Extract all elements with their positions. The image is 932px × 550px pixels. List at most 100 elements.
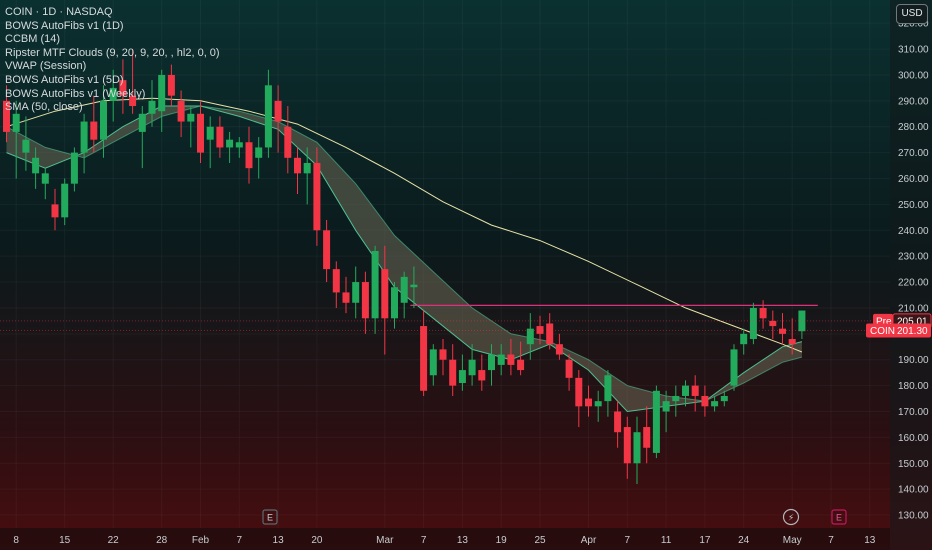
candle-body[interactable]	[158, 74, 166, 112]
candle-body[interactable]	[526, 328, 534, 345]
candle-body[interactable]	[488, 354, 495, 371]
candle-body[interactable]	[371, 250, 379, 319]
candle-body[interactable]	[284, 126, 292, 158]
event-markers[interactable]: E ⚡ E	[262, 508, 847, 526]
legend-ripster-clouds[interactable]: Ripster MTF Clouds (9, 20, 9, 20, , hl2,…	[5, 46, 220, 59]
candle-body[interactable]	[594, 401, 602, 407]
legend-symbol[interactable]: COIN · 1D · NASDAQ	[5, 6, 113, 18]
candle-body[interactable]	[662, 401, 670, 412]
candle-body[interactable]	[759, 307, 767, 319]
candle-body[interactable]	[798, 310, 806, 332]
candle-body[interactable]	[167, 74, 175, 96]
candle-body[interactable]	[565, 359, 573, 378]
candle-body[interactable]	[187, 113, 195, 122]
candle-body[interactable]	[303, 162, 311, 174]
candle-body[interactable]	[449, 359, 457, 386]
candle-body[interactable]	[682, 385, 689, 396]
candle-body[interactable]	[633, 432, 641, 464]
legend-fibs-5d[interactable]: BOWS AutoFibs v1 (5D)	[5, 73, 124, 86]
candle-body[interactable]	[90, 121, 98, 140]
time-axis-panel[interactable]	[0, 528, 890, 550]
candle-body[interactable]	[555, 344, 563, 355]
earnings-icon[interactable]	[262, 509, 278, 525]
candle-body[interactable]	[507, 354, 515, 365]
candle-body[interactable]	[12, 113, 20, 132]
candle-body[interactable]	[51, 204, 59, 218]
candle-body[interactable]	[575, 377, 583, 407]
candle-body[interactable]	[585, 398, 592, 407]
price-axis[interactable]: 130.00 140.00 150.00 160.00 170.00 180.00 190.…	[898, 19, 929, 522]
candle-body[interactable]	[177, 100, 185, 122]
dividend-icon[interactable]	[782, 508, 800, 526]
candle-body[interactable]	[720, 395, 728, 402]
candle-body[interactable]	[410, 284, 418, 288]
candle-body[interactable]	[361, 282, 369, 319]
candle-body[interactable]	[129, 95, 137, 107]
legend-fibs-weekly[interactable]: BOWS AutoFibs v1 (Weekly)	[5, 87, 146, 100]
candle-body[interactable]	[226, 139, 234, 148]
candle-body[interactable]	[623, 427, 631, 464]
candle-body[interactable]	[119, 80, 127, 96]
candle-body[interactable]	[478, 370, 486, 381]
candle-body[interactable]	[643, 427, 651, 448]
candle-body[interactable]	[672, 395, 680, 402]
candle-body[interactable]	[652, 390, 660, 453]
candle-body[interactable]	[61, 183, 69, 218]
candle-body[interactable]	[245, 142, 253, 169]
candle-body[interactable]	[109, 87, 117, 101]
candle-body[interactable]	[604, 375, 612, 402]
candle-body[interactable]	[323, 230, 331, 270]
candle-body[interactable]	[749, 307, 757, 340]
candle-body[interactable]	[788, 339, 796, 345]
candle-body[interactable]	[536, 326, 544, 334]
candle-body[interactable]	[148, 100, 156, 114]
candle-body[interactable]	[255, 147, 263, 158]
candle-body[interactable]	[420, 326, 428, 391]
legend-ccbm[interactable]: CCBM (14)	[5, 33, 61, 46]
candle-body[interactable]	[264, 85, 272, 148]
price-axis-panel[interactable]	[890, 0, 932, 550]
candle-body[interactable]	[70, 152, 78, 184]
candle-body[interactable]	[546, 323, 554, 345]
candle-body[interactable]	[614, 411, 622, 433]
legend-sma[interactable]: SMA (50, close)	[5, 101, 83, 114]
candle-body[interactable]	[332, 269, 340, 293]
candle-body[interactable]	[497, 354, 505, 365]
candle-body[interactable]	[730, 349, 738, 386]
candle-body[interactable]	[439, 349, 447, 360]
candle-body[interactable]	[391, 287, 398, 319]
candle-body[interactable]	[41, 173, 49, 184]
candle-body[interactable]	[235, 142, 243, 148]
candle-body[interactable]	[216, 126, 224, 148]
candle-body[interactable]	[80, 121, 88, 153]
time-axis[interactable]: 8 15 22 28 Feb 7 13 20 Mar 7 13 19 25 Apr 7 11 17 24 May 7 1…	[13, 535, 875, 546]
candle-body[interactable]	[352, 282, 360, 303]
candle-body[interactable]	[429, 349, 437, 376]
candle-body[interactable]	[701, 395, 709, 407]
candle-body[interactable]	[517, 359, 525, 371]
candles[interactable]	[3, 49, 806, 484]
candle-body[interactable]	[100, 100, 107, 140]
candle-body[interactable]	[468, 359, 476, 376]
candle-body[interactable]	[32, 157, 40, 174]
candle-body[interactable]	[138, 113, 146, 132]
candle-body[interactable]	[711, 401, 719, 407]
legend-vwap[interactable]: VWAP (Session)	[5, 60, 87, 73]
candle-body[interactable]	[769, 320, 777, 327]
candle-body[interactable]	[22, 139, 30, 153]
currency-button[interactable]: USD	[896, 4, 928, 24]
candle-body[interactable]	[740, 333, 748, 345]
candle-body[interactable]	[691, 385, 699, 396]
candle-body[interactable]	[3, 100, 10, 132]
legend-fibs-1d[interactable]: BOWS AutoFibs v1 (1D)	[5, 19, 124, 32]
candle-body[interactable]	[274, 100, 282, 122]
earnings-icon[interactable]	[831, 509, 847, 525]
candle-body[interactable]	[206, 126, 214, 140]
candle-body[interactable]	[779, 328, 786, 334]
candle-body[interactable]	[458, 370, 466, 384]
candle-body[interactable]	[342, 292, 350, 303]
candle-body[interactable]	[294, 157, 301, 174]
candle-body[interactable]	[313, 162, 321, 231]
